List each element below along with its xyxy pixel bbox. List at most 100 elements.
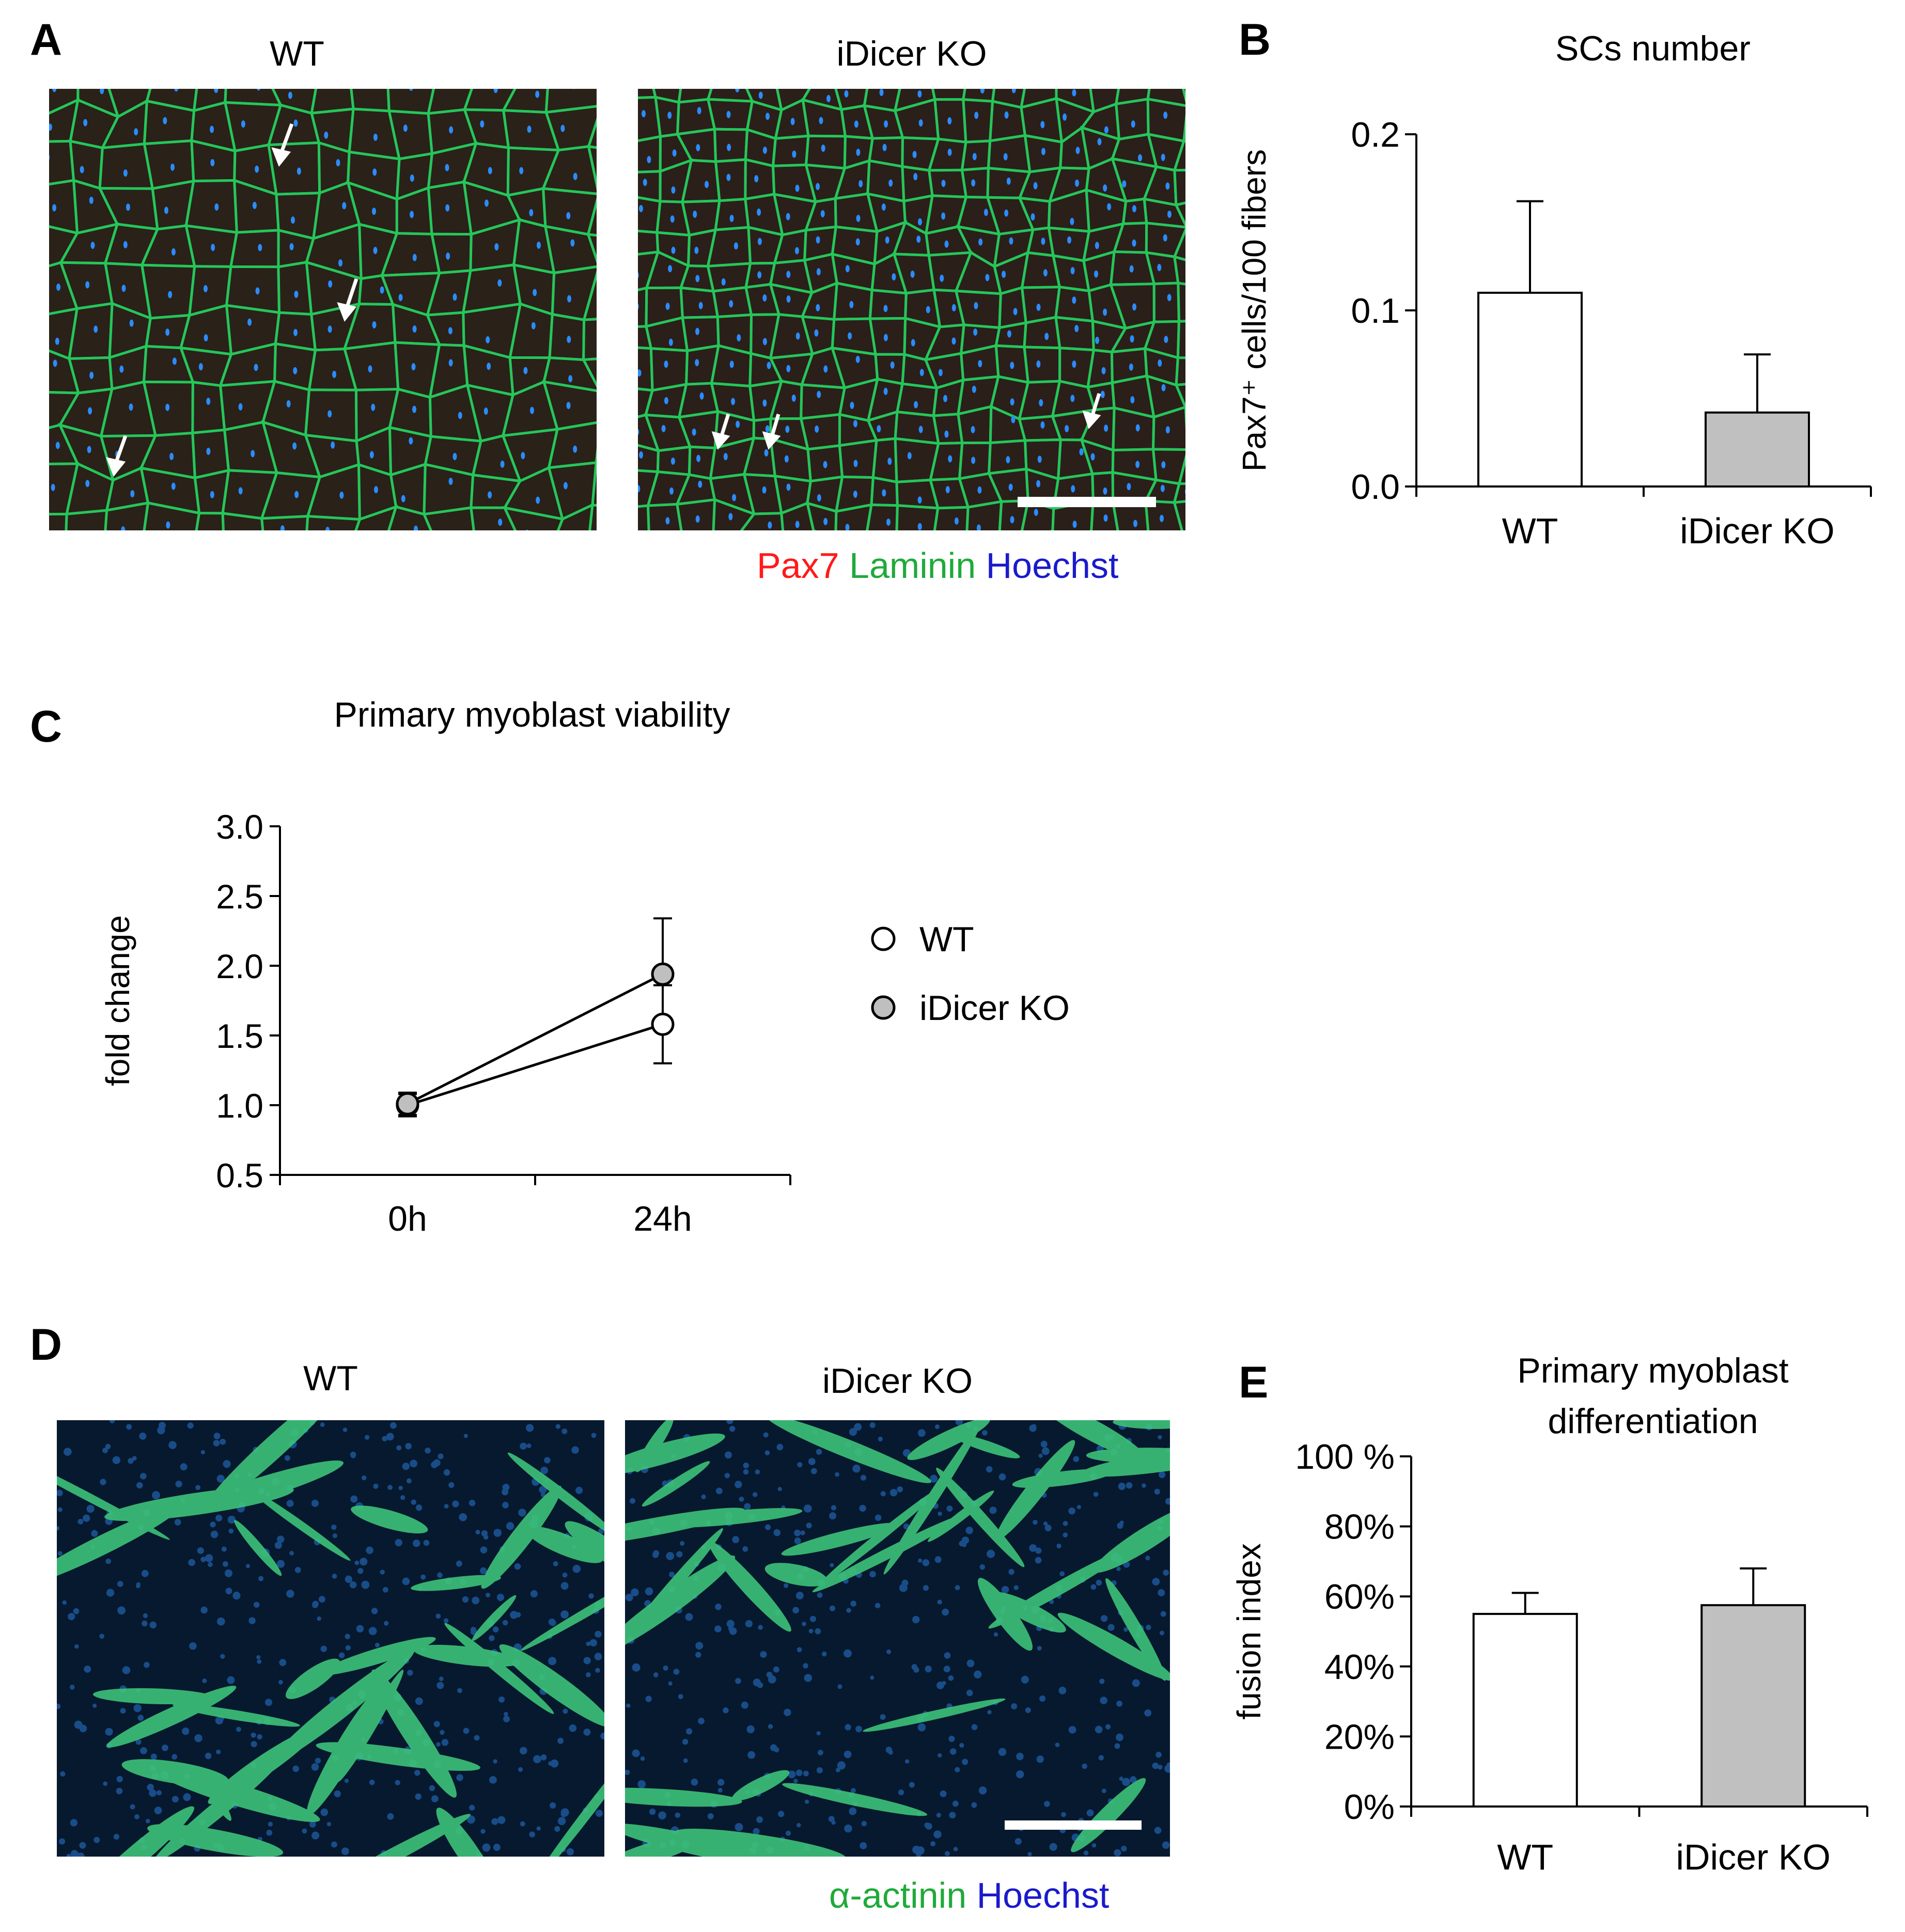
myotube	[907, 1420, 990, 1460]
muscle-fiber	[679, 286, 720, 319]
nucleus	[804, 1674, 813, 1682]
nucleus	[1129, 265, 1134, 273]
myotube	[625, 1507, 745, 1547]
nucleus	[869, 1570, 876, 1578]
nucleus	[885, 236, 889, 244]
nucleus	[1114, 1849, 1121, 1857]
nucleus	[762, 338, 767, 345]
nucleus	[373, 133, 378, 141]
nucleus	[449, 126, 454, 134]
nucleus	[386, 1433, 394, 1441]
nucleus	[1039, 399, 1043, 406]
nucleus	[1121, 1845, 1127, 1852]
nucleus	[550, 1759, 559, 1768]
nucleus	[1016, 1752, 1024, 1761]
nucleus	[982, 1430, 988, 1436]
nucleus	[808, 1628, 814, 1633]
nucleus	[591, 1433, 597, 1438]
nucleus	[987, 1710, 992, 1715]
nucleus	[665, 517, 670, 525]
nucleus	[978, 238, 983, 246]
nucleus	[715, 1487, 723, 1495]
nucleus	[350, 1453, 356, 1458]
nucleus	[938, 1511, 942, 1516]
nucleus	[412, 325, 417, 333]
nucleus	[412, 254, 417, 261]
nucleus	[149, 1789, 157, 1797]
myotube	[371, 1669, 457, 1798]
nucleus	[723, 1707, 729, 1714]
nucleus	[210, 1521, 216, 1528]
nucleus	[816, 268, 821, 276]
nucleus	[59, 1838, 66, 1845]
nucleus	[814, 329, 819, 337]
muscle-fiber	[833, 281, 873, 321]
nucleus	[954, 517, 959, 525]
nucleus	[520, 1442, 527, 1450]
myotube	[481, 1485, 562, 1589]
nucleus	[880, 1491, 886, 1497]
nucleus	[724, 1473, 730, 1479]
nucleus	[1014, 1838, 1022, 1845]
nucleus	[390, 1422, 397, 1429]
nucleus	[210, 125, 214, 133]
nucleus	[837, 1684, 842, 1689]
nucleus	[797, 1462, 803, 1468]
chart-c-title: Primary myoblast viability	[334, 695, 730, 734]
nucleus	[959, 1742, 964, 1748]
nucleus	[850, 1788, 856, 1794]
muscle-fiber	[582, 270, 597, 322]
nucleus	[57, 1489, 63, 1497]
nucleus	[228, 1528, 234, 1534]
nucleus	[820, 210, 825, 217]
nucleus	[276, 1560, 285, 1568]
panel-d-ko-title: iDicer KO	[822, 1361, 973, 1401]
nucleus	[121, 285, 126, 292]
nucleus	[198, 363, 203, 371]
nucleus	[848, 332, 852, 340]
nucleus	[1040, 421, 1045, 429]
nucleus	[829, 1605, 836, 1611]
chart-c: 0.5 1.0 1.5 2.0 2.5 3.0 0h 24h fold change WT iDic…	[99, 808, 1070, 1238]
nucleus	[137, 1715, 144, 1721]
nucleus	[503, 1716, 510, 1722]
nucleus	[955, 1767, 960, 1772]
nucleus	[480, 1546, 488, 1554]
muscle-fiber	[740, 512, 785, 530]
nucleus	[369, 451, 374, 459]
muscle-fiber	[931, 89, 966, 101]
nucleus	[948, 1675, 954, 1681]
muscle-fiber	[988, 100, 1027, 143]
nucleus	[401, 495, 405, 502]
nucleus	[854, 120, 858, 128]
nucleus	[371, 403, 376, 411]
muscle-fiber	[965, 500, 1003, 530]
nucleus	[661, 425, 666, 432]
nucleus	[123, 169, 128, 177]
x-tick-label: iDicer KO	[1680, 511, 1834, 551]
nucleus	[938, 369, 943, 376]
nucleus	[665, 303, 670, 310]
nucleus	[717, 1787, 723, 1793]
nucleus	[816, 1731, 821, 1736]
nucleus	[529, 1831, 536, 1837]
nucleus	[860, 1474, 867, 1481]
nucleus	[336, 159, 340, 167]
nucleus	[372, 321, 377, 328]
nucleus	[493, 1844, 501, 1851]
nucleus	[855, 1725, 862, 1733]
nucleus	[339, 491, 344, 499]
nucleus	[800, 1530, 805, 1535]
myotube	[977, 1578, 1033, 1651]
nucleus	[223, 1460, 231, 1468]
nucleus	[387, 1813, 394, 1820]
nucleus	[456, 1774, 463, 1781]
stain-actinin: α-actinin	[829, 1875, 967, 1915]
myotube	[625, 1555, 736, 1654]
nucleus	[959, 1541, 965, 1547]
nucleus	[130, 1804, 135, 1810]
nucleus	[638, 272, 639, 279]
nucleus	[439, 1676, 444, 1682]
nucleus	[211, 244, 215, 252]
nucleus	[786, 295, 791, 303]
